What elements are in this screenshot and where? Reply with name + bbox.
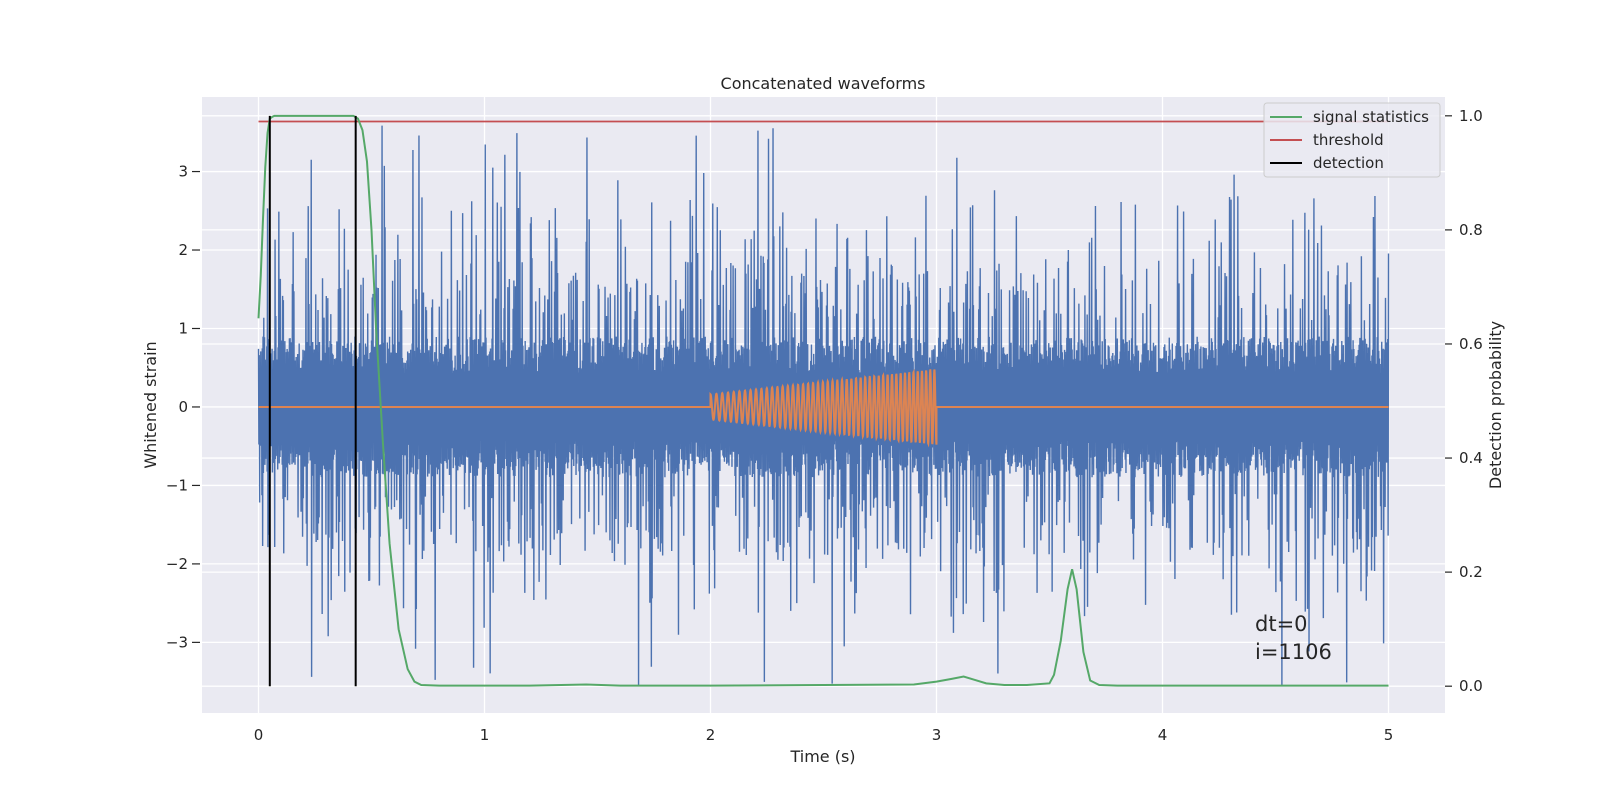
y-tick-label: 2 <box>178 241 188 259</box>
legend-box <box>1263 102 1441 178</box>
y-tick-label: 0 <box>178 398 188 416</box>
right-y-tick-label: 0.8 <box>1459 221 1483 239</box>
x-tick-label: 5 <box>1384 726 1394 744</box>
annotation-dt: dt=0 <box>1255 612 1308 636</box>
x-axis-label: Time (s) <box>789 747 855 766</box>
annotation-block: dt=0 i=1106 <box>1255 612 1332 664</box>
series-layer <box>257 114 1390 687</box>
y-tick-label: 1 <box>178 319 188 337</box>
series-line-whitened-strain <box>257 125 1390 686</box>
x-tick-label: 4 <box>1158 726 1168 744</box>
right-y-tick-label: 0.6 <box>1459 335 1483 353</box>
right-y-tick-label: 0.2 <box>1459 563 1483 581</box>
y-tick-label: −2 <box>166 555 188 573</box>
x-tick-label: 2 <box>706 726 716 744</box>
legend-label-detection: detection <box>1313 154 1384 172</box>
legend-label-threshold: threshold <box>1313 131 1384 149</box>
right-y-axis-label: Detection probability <box>1486 321 1505 489</box>
x-tick-label: 3 <box>932 726 942 744</box>
x-tick-label: 1 <box>480 726 490 744</box>
y-tick-label: −1 <box>166 476 188 494</box>
series-line-injected-signal <box>258 368 1389 448</box>
y-tick-label: 3 <box>178 163 188 181</box>
chart-title: Concatenated waveforms <box>721 74 926 93</box>
x-tick-label: 0 <box>254 726 264 744</box>
right-y-ticks: 0.0 0.2 0.4 0.6 0.8 1.0 <box>1445 107 1483 695</box>
right-y-tick-label: 0.4 <box>1459 449 1483 467</box>
series-line-signal-statistics <box>257 114 1389 687</box>
y-axis-label: Whitened strain <box>141 341 160 468</box>
legend: signal statistics threshold detection <box>1263 102 1441 178</box>
y-tick-label: −3 <box>166 633 188 651</box>
annotation-index: i=1106 <box>1255 640 1332 664</box>
right-y-tick-label: 0.0 <box>1459 677 1483 695</box>
y-ticks: −3 −2 −1 0 1 2 3 <box>166 163 200 651</box>
x-ticks: 0 1 2 3 4 5 <box>254 726 1394 744</box>
right-y-tick-label: 1.0 <box>1459 107 1483 125</box>
legend-label-signal-statistics: signal statistics <box>1313 108 1429 126</box>
